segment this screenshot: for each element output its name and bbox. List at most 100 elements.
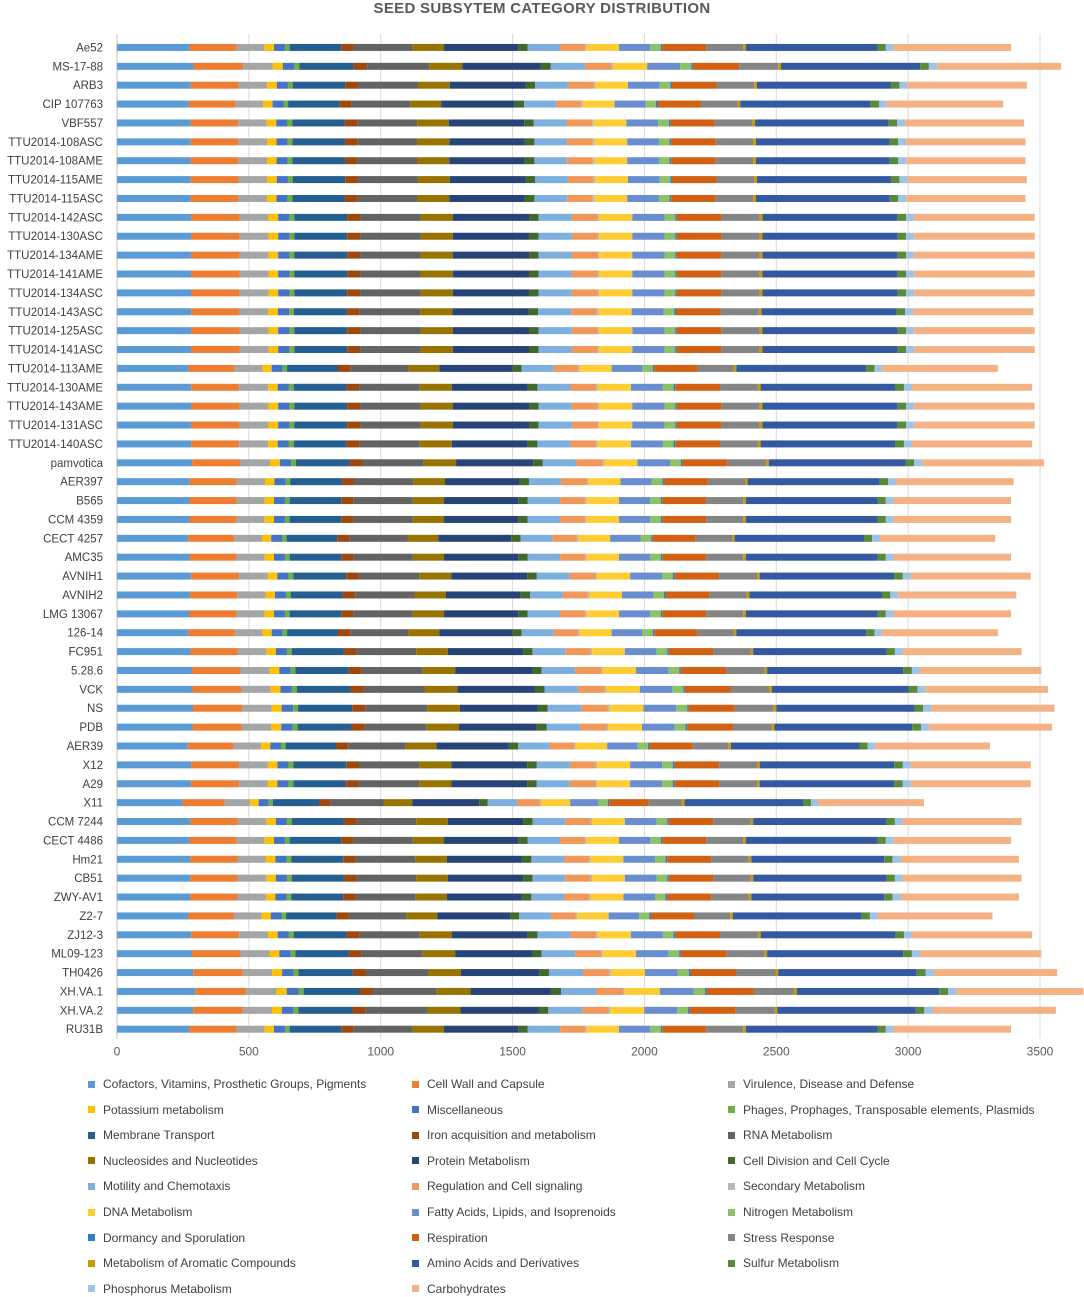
bar-segment: [885, 497, 894, 505]
bar-segment: [353, 836, 413, 844]
bar-segment: [627, 194, 659, 202]
bar-segment: [420, 346, 453, 354]
bar-segment: [721, 289, 760, 297]
bar-segment: [527, 931, 538, 939]
bar-segment: [272, 100, 284, 108]
bar-segment: [564, 855, 590, 863]
bar-segment: [895, 478, 1014, 486]
bar-segment: [296, 685, 351, 693]
bar-segment: [747, 478, 880, 486]
bar-segment: [452, 289, 530, 297]
bar-segment: [660, 1025, 663, 1033]
bar-segment: [521, 855, 532, 863]
bar-segment: [906, 138, 1026, 146]
bar-segment: [914, 327, 1035, 335]
bar-segment: [667, 874, 669, 882]
bar-segment: [675, 421, 677, 429]
bar-segment: [236, 478, 266, 486]
bar-segment: [632, 289, 665, 297]
bar-segment: [452, 251, 530, 259]
bar-segment: [720, 308, 759, 316]
bar-segment: [444, 515, 519, 523]
bar-segment: [895, 440, 904, 448]
bar-segment: [417, 157, 450, 165]
bar-segment: [906, 213, 915, 221]
bar-segment: [189, 1025, 237, 1033]
bar-segment: [292, 176, 346, 184]
bar-segment: [867, 742, 876, 750]
legend-item: Cell Wall and Capsule: [412, 1076, 545, 1092]
bar-segment: [624, 874, 657, 882]
legend-item: Amino Acids and Derivatives: [412, 1255, 579, 1271]
bar-segment: [647, 742, 650, 750]
bar-segment: [721, 232, 760, 240]
legend-item: Carbohydrates: [412, 1281, 506, 1297]
bar-segment: [592, 648, 625, 656]
bar-segment: [538, 308, 572, 316]
bar-segment: [706, 610, 744, 618]
bar-segment: [881, 591, 891, 599]
bar-segment: [341, 497, 354, 505]
bar-segment: [416, 648, 448, 656]
bar-segment: [613, 62, 648, 70]
bar-segment: [235, 100, 264, 108]
bar-segment: [599, 327, 633, 335]
bar-segment: [188, 364, 235, 372]
bar-segment: [914, 459, 923, 467]
bar-segment: [566, 119, 593, 127]
bar-segment: [586, 610, 620, 618]
bar-segment: [117, 648, 191, 656]
bar-segment: [606, 723, 609, 731]
bar-segment: [423, 459, 457, 467]
bar-segment: [540, 799, 571, 807]
bar-segment: [619, 553, 651, 561]
bar-segment: [553, 364, 579, 372]
bar-segment: [911, 383, 1033, 391]
legend-label: Dormancy and Sporulation: [103, 1230, 246, 1245]
bar-segment: [193, 969, 243, 977]
bar-segment: [356, 648, 417, 656]
bar-segment: [874, 364, 883, 372]
bar-segment: [353, 62, 368, 70]
bar-segment: [676, 270, 722, 278]
bar-segment: [452, 308, 529, 316]
bar-segment: [276, 194, 288, 202]
bar-segment: [911, 931, 1033, 939]
bar-segment: [341, 43, 354, 51]
bar-segment: [117, 799, 183, 807]
bar-segment: [294, 327, 348, 335]
bar-segment: [897, 270, 907, 278]
bar-segment: [529, 289, 539, 297]
bar-segment: [234, 364, 263, 372]
bar-segment: [665, 893, 668, 901]
bar-segment: [342, 591, 356, 599]
bar-segment: [897, 213, 907, 221]
bar-segment: [298, 1006, 353, 1014]
bar-segment: [592, 119, 594, 127]
bar-segment: [906, 251, 915, 259]
legend-label: Sulfur Metabolism: [743, 1256, 840, 1271]
bar-segment: [664, 270, 676, 278]
bar-segment: [736, 364, 867, 372]
bar-segment: [721, 327, 760, 335]
bar-segment: [885, 1025, 894, 1033]
bar-segment: [117, 780, 192, 788]
bar-segment: [294, 346, 348, 354]
bar-segment: [632, 346, 665, 354]
bar-segment: [664, 213, 676, 221]
bar-segment: [650, 1025, 661, 1033]
bar-segment: [531, 855, 565, 863]
bar-segment: [592, 138, 595, 146]
bar-segment: [236, 43, 265, 51]
bar-segment: [586, 478, 589, 486]
bar-segment: [460, 969, 540, 977]
bar-segment: [444, 43, 519, 51]
bar-segment: [527, 497, 561, 505]
bar-segment: [527, 515, 561, 523]
bar-segment: [624, 818, 657, 826]
bar-segment: [675, 383, 721, 391]
bar-segment: [624, 648, 657, 656]
genome-label: A29: [83, 779, 103, 791]
bar-segment: [451, 761, 528, 769]
legend-item: Metabolism of Aromatic Compounds: [88, 1255, 296, 1271]
